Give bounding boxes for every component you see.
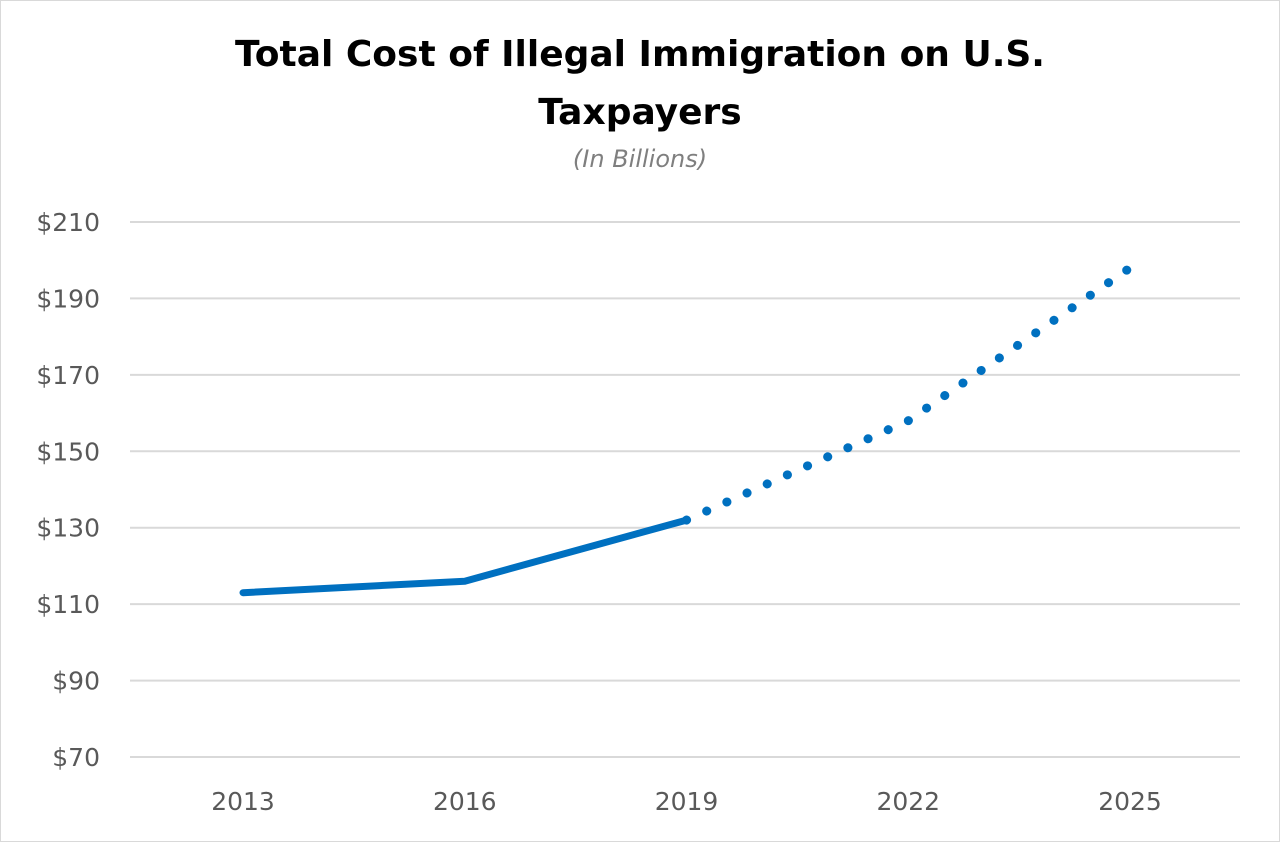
x-tick-label: 2016 xyxy=(433,787,497,816)
y-tick-label: $130 xyxy=(36,514,100,543)
y-tick-label: $70 xyxy=(52,743,100,772)
projected-cost-line xyxy=(682,263,1135,525)
chart-subtitle: (In Billions) xyxy=(572,145,708,173)
y-tick-label: $210 xyxy=(36,208,100,237)
x-tick-label: 2022 xyxy=(876,787,940,816)
chart-title-line1: Total Cost of Illegal Immigration on U.S… xyxy=(235,34,1045,75)
actual-cost-line xyxy=(239,516,690,597)
y-tick-label: $110 xyxy=(36,590,100,619)
y-tick-label: $90 xyxy=(52,667,100,696)
y-tick-label: $190 xyxy=(36,284,100,313)
x-tick-label: 2013 xyxy=(211,787,275,816)
chart-title-line2: Taxpayers xyxy=(538,92,742,133)
x-tick-label: 2025 xyxy=(1098,787,1162,816)
x-tick-label: 2019 xyxy=(655,787,719,816)
y-tick-label: $170 xyxy=(36,361,100,390)
y-tick-label: $150 xyxy=(36,437,100,466)
